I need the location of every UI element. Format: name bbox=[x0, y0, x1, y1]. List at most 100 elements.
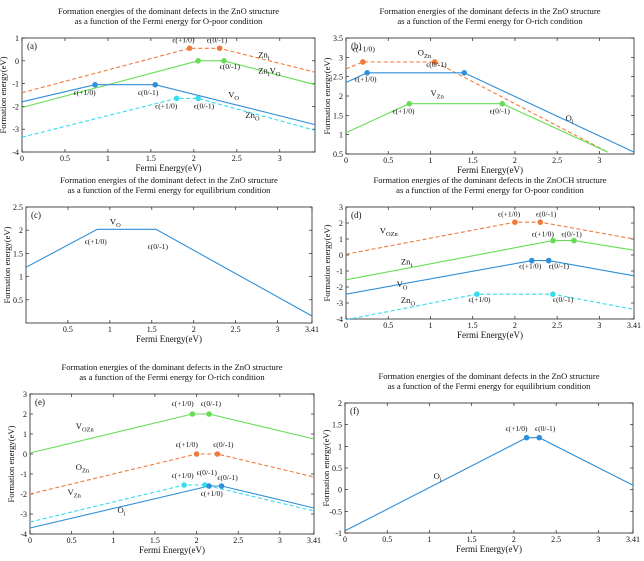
x-tick-label-a: 1 bbox=[106, 154, 110, 163]
transition-annotation-b: ϵ(+1/0) bbox=[392, 106, 415, 115]
y-tick-label-f: -0.5 bbox=[329, 507, 342, 516]
y-tick-label-d: 2 bbox=[339, 219, 343, 228]
chart-title-f: Formation energies of the dominant defec… bbox=[378, 371, 599, 381]
y-tick-label-e: -1 bbox=[20, 470, 27, 479]
x-tick-label-b: 3 bbox=[597, 156, 601, 165]
panel-c: Formation energies of the dominant defec… bbox=[2, 175, 319, 344]
axes-frame-c bbox=[25, 206, 313, 324]
transition-marker-b bbox=[360, 59, 366, 65]
panel-a: Formation energies of the dominant defec… bbox=[0, 6, 316, 173]
transition-marker-b bbox=[364, 70, 370, 76]
defect-label-sub: i bbox=[572, 119, 574, 126]
transition-annotation-e: ϵ(+1/0) bbox=[176, 440, 199, 449]
transition-marker-e bbox=[218, 483, 225, 489]
x-tick-label-c: 0.5 bbox=[63, 325, 73, 334]
defect-label-sub: i bbox=[440, 476, 442, 483]
transition-annotation-d: ϵ(0/-1) bbox=[549, 262, 570, 271]
x-tick-label-d: 2 bbox=[513, 321, 517, 330]
defect-label-sub: O bbox=[234, 95, 239, 102]
defect-label-main: O bbox=[566, 113, 572, 123]
y-tick-label-a: -4 bbox=[12, 148, 19, 157]
x-tick-label-c: 1 bbox=[108, 325, 112, 334]
defect-label-main: Zn bbox=[401, 295, 411, 305]
transition-annotation-e: ϵ(0/-1) bbox=[217, 473, 238, 482]
x-axis-label-a: Fermi Energy(eV) bbox=[135, 163, 201, 173]
series-line-d-zni bbox=[345, 240, 635, 281]
x-tick-label-e: 0.5 bbox=[67, 536, 77, 545]
x-tick-label-b: 0.5 bbox=[383, 156, 393, 165]
x-tick-label-b: 2.5 bbox=[552, 156, 562, 165]
transition-marker-d bbox=[550, 237, 556, 244]
y-tick-label-d: 0 bbox=[339, 251, 343, 260]
transition-marker-e bbox=[189, 411, 196, 417]
transition-annotation-b: ϵ(0/-1) bbox=[490, 106, 511, 115]
y-tick-label-a: 1 bbox=[15, 34, 19, 43]
transition-annotation-a: ϵ(+1/0) bbox=[155, 102, 178, 111]
x-tick-label-a: 2 bbox=[192, 154, 196, 163]
transition-annotation-a: ϵ(0/-1) bbox=[138, 88, 159, 97]
transition-marker-a bbox=[173, 95, 180, 102]
y-tick-label-f: 1 bbox=[338, 442, 342, 451]
panel-e: Formation energies of the dominant defec… bbox=[6, 362, 321, 555]
y-tick-label-c: 1 bbox=[19, 273, 23, 282]
transition-marker-e bbox=[214, 451, 221, 457]
x-tick-label-a: 1.5 bbox=[146, 154, 156, 163]
transition-annotation-a: ϵ(0/-1) bbox=[194, 102, 215, 111]
transition-marker-b bbox=[499, 100, 506, 107]
series-line-a-vo bbox=[21, 84, 316, 126]
y-tick-label-e: -2 bbox=[20, 490, 27, 499]
x-tick-label-f: 0.5 bbox=[382, 535, 392, 544]
transition-marker-b bbox=[431, 59, 438, 65]
y-tick-label-f: 2 bbox=[338, 399, 342, 408]
transition-annotation-d: ϵ(0/-1) bbox=[561, 230, 582, 239]
transition-annotation-b: ϵ(+1/0) bbox=[354, 74, 377, 83]
axes-frame-b bbox=[345, 37, 635, 155]
defect-label-sub: Zn bbox=[424, 53, 432, 60]
panel-label-f: (f) bbox=[350, 406, 359, 416]
x-tick-label-a: 0 bbox=[20, 154, 24, 163]
y-tick-label-f: 0.5 bbox=[332, 464, 342, 473]
transition-annotation-e: ϵ(+1/0) bbox=[201, 489, 224, 498]
y-tick-label-c: 2 bbox=[19, 226, 23, 235]
defect-label-a: VO bbox=[228, 89, 239, 102]
transition-marker-e bbox=[206, 411, 212, 417]
y-tick-label-e: 0 bbox=[23, 450, 27, 459]
x-tick-label-c: 2.5 bbox=[231, 325, 241, 334]
x-tick-label-f: 2.5 bbox=[551, 535, 561, 544]
y-tick-label-f: 1.5 bbox=[332, 421, 342, 430]
panel-label-e: (e) bbox=[35, 397, 45, 407]
transition-annotation-d: ϵ(+1/0) bbox=[519, 262, 542, 271]
transition-annotation-e: ϵ(+1/0) bbox=[172, 471, 195, 480]
y-tick-label-b: 0.5 bbox=[333, 150, 343, 159]
transition-marker-e bbox=[181, 482, 187, 488]
y-tick-label-c: 1.5 bbox=[13, 249, 23, 258]
chart-title-a: as a function of the Fermi energy for O-… bbox=[75, 16, 263, 26]
series-line-a-zni bbox=[21, 47, 316, 94]
y-axis-label-e: Formation energy(eV) bbox=[6, 425, 16, 502]
x-tick-label-c: 1.5 bbox=[147, 325, 157, 334]
y-tick-label-e: -4 bbox=[20, 530, 27, 539]
defect-label-d: ZnO bbox=[401, 295, 416, 308]
x-tick-label-b: 1.5 bbox=[468, 156, 478, 165]
transition-marker-d bbox=[474, 291, 480, 298]
defect-label-sub: i bbox=[124, 511, 126, 518]
x-tick-label-f: 1 bbox=[427, 535, 431, 544]
x-tick-label-a: 0.5 bbox=[60, 154, 70, 163]
transition-annotation-f: ϵ(0/-1) bbox=[535, 424, 556, 433]
defect-label-sub: O bbox=[410, 301, 415, 308]
x-tick-label-a: 3 bbox=[278, 154, 282, 163]
transition-annotation-c: ϵ(+1/0) bbox=[85, 237, 108, 246]
chart-title-d: Formation energies of the dominant defec… bbox=[373, 175, 606, 185]
defect-label-main: V bbox=[380, 225, 387, 235]
series-line-b-vzn bbox=[345, 103, 609, 153]
defect-label-main: O bbox=[434, 471, 440, 481]
y-axis-label-a: Formation energy(eV) bbox=[0, 56, 8, 133]
chart-title-a: Formation energies of the dominant defec… bbox=[58, 6, 279, 16]
chart-title-f: as a function of the Fermi energy for eq… bbox=[388, 381, 592, 391]
series-line-b-ozn bbox=[345, 61, 609, 153]
chart-title-c: Formation energies of the dominant defec… bbox=[60, 175, 278, 185]
defect-label-d: Zni bbox=[401, 257, 413, 270]
x-tick-label-f: 1.5 bbox=[467, 535, 477, 544]
x-tick-label-b: 1 bbox=[428, 156, 432, 165]
x-tick-label-c: 3.41 bbox=[305, 325, 319, 334]
